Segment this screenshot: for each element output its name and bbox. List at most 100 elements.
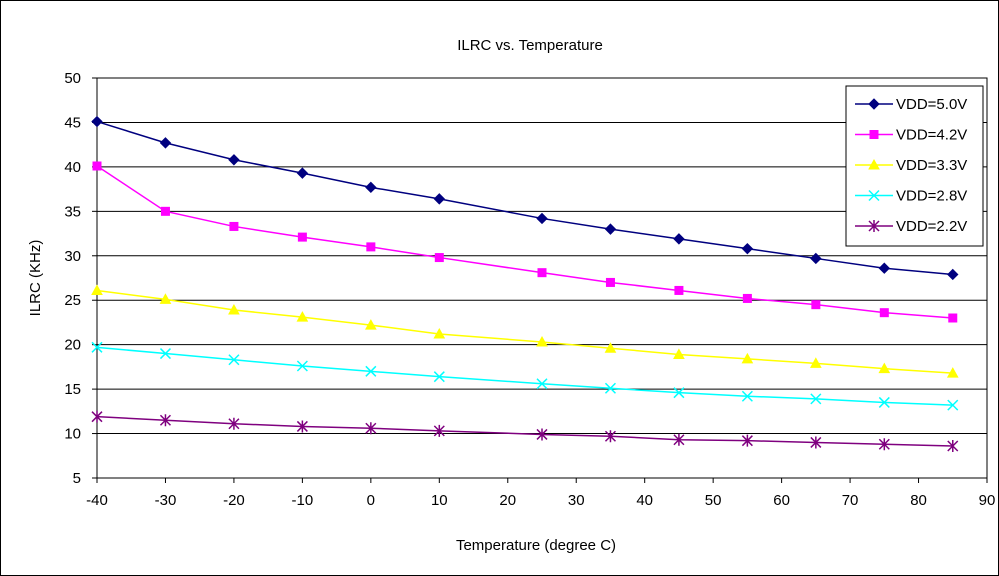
legend-marker	[868, 158, 880, 170]
legend-marker	[868, 98, 880, 110]
x-tick-label: -20	[223, 492, 245, 509]
y-tick-label: 25	[64, 292, 81, 309]
series-4	[91, 341, 959, 411]
data-point	[674, 285, 684, 295]
data-point	[810, 252, 822, 265]
y-axis-ticks: 5 10 15 20 25 30 35 40 45 50	[64, 70, 97, 487]
legend-label: VDD=2.2V	[896, 218, 967, 235]
data-point	[673, 348, 685, 359]
series-1	[91, 115, 959, 281]
data-point	[947, 399, 959, 411]
data-point	[948, 313, 958, 323]
data-point	[160, 206, 170, 216]
x-axis-ticks: -40 -30 -20 -10 0 10 20 30 40 50 60 70 80 90	[86, 478, 995, 509]
data-point	[296, 360, 308, 372]
data-point	[673, 387, 685, 399]
chart-title: ILRC vs. Temperature	[457, 37, 603, 54]
legend-label: VDD=4.2V	[896, 127, 967, 144]
data-point	[91, 115, 103, 128]
data-point	[810, 436, 822, 449]
data-point	[365, 181, 377, 194]
legend-item: VDD=3.3V	[855, 157, 967, 174]
y-tick-label: 5	[73, 470, 81, 487]
data-point	[365, 422, 377, 435]
series-5	[91, 410, 959, 452]
data-point	[433, 424, 445, 437]
x-tick-label: 20	[499, 492, 516, 509]
legend-marker	[868, 220, 880, 232]
plot-border	[96, 77, 988, 479]
x-tick-label: 70	[842, 492, 859, 509]
data-point	[228, 354, 240, 366]
x-tick-label: -40	[86, 492, 108, 509]
data-point	[433, 371, 445, 383]
data-point	[947, 268, 959, 281]
x-tick-label: 60	[773, 492, 790, 509]
series-group	[91, 115, 959, 452]
data-point	[537, 268, 547, 278]
data-point	[364, 319, 377, 330]
data-point	[296, 311, 309, 322]
y-tick-label: 45	[64, 114, 81, 131]
data-point	[297, 232, 307, 242]
legend: VDD=5.0V VDD=4.2V VDD=3.3V VDD=2.8V VDD=2.2V	[845, 85, 984, 247]
data-point	[673, 233, 685, 245]
legend-label: VDD=5.0V	[896, 96, 967, 113]
data-point	[228, 303, 240, 315]
data-point	[809, 357, 822, 368]
y-tick-label: 30	[64, 248, 81, 265]
data-point	[159, 293, 172, 304]
data-point	[536, 212, 548, 225]
data-point	[878, 262, 891, 274]
data-point	[433, 193, 446, 205]
legend-item: VDD=4.2V	[855, 127, 967, 144]
data-point	[228, 417, 240, 430]
legend-item: VDD=2.8V	[855, 188, 967, 205]
data-point	[673, 433, 685, 446]
y-tick-label: 10	[64, 426, 81, 443]
data-point	[741, 242, 754, 255]
plot-area	[96, 77, 988, 479]
y-axis-label: ILRC (KHz)	[27, 240, 44, 317]
data-point	[536, 378, 548, 390]
series-2	[92, 161, 958, 323]
legend-label: VDD=3.3V	[896, 157, 967, 174]
x-tick-label: 50	[705, 492, 722, 509]
data-point	[742, 293, 752, 303]
data-point	[365, 365, 377, 377]
legend-box	[845, 85, 984, 247]
data-point	[296, 420, 308, 433]
data-point	[296, 167, 309, 179]
data-point	[228, 154, 240, 166]
data-point	[159, 348, 171, 360]
y-tick-label: 20	[64, 337, 81, 354]
data-point	[741, 434, 753, 447]
data-point	[947, 440, 959, 452]
data-point	[604, 342, 617, 353]
series-line	[96, 120, 953, 276]
data-point	[91, 284, 103, 295]
x-tick-label: -10	[292, 492, 314, 509]
data-point	[604, 382, 616, 394]
data-point	[810, 393, 822, 405]
y-tick-label: 15	[64, 381, 81, 398]
x-tick-label: -30	[155, 492, 177, 509]
series-line	[96, 289, 953, 374]
y-tick-label: 50	[64, 70, 81, 87]
legend-label: VDD=2.8V	[896, 188, 967, 205]
legend-item: VDD=5.0V	[855, 96, 967, 113]
y-tick-label: 40	[64, 159, 81, 176]
data-point	[878, 396, 890, 408]
x-axis-label: Temperature (degree C)	[456, 537, 616, 554]
y-tick-label: 35	[64, 203, 81, 220]
data-point	[536, 335, 548, 347]
data-point	[878, 438, 890, 451]
data-point	[92, 161, 102, 171]
x-tick-label: 90	[979, 492, 996, 509]
series-3	[91, 284, 959, 378]
legend-marker	[868, 189, 880, 202]
data-point	[946, 367, 959, 378]
data-point	[536, 428, 548, 441]
